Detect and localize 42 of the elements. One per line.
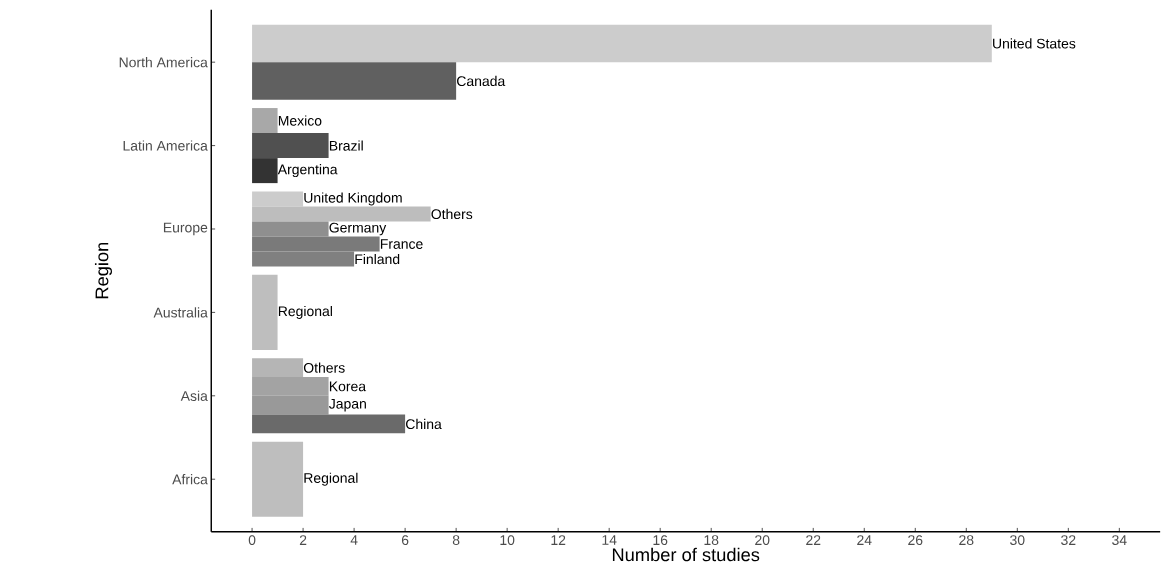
x-tick-label: 8 (452, 535, 460, 546)
y-tick-label: Latin America (123, 140, 208, 151)
x-tick-label: 30 (1010, 535, 1025, 546)
x-tick-label: 16 (653, 535, 668, 546)
series-label: Mexico (278, 115, 322, 126)
y-axis-title: Region (94, 243, 112, 299)
series-label: Argentina (277, 164, 338, 178)
series-label: Finland (355, 254, 400, 265)
series-label: China (406, 418, 442, 430)
y-tick-label: Africa (172, 474, 208, 485)
series-label: Korea (329, 381, 367, 392)
series-label: Regional (304, 472, 358, 486)
x-tick-label: 32 (1061, 535, 1076, 546)
x-tick-label: 10 (500, 535, 515, 546)
y-tick-label: North America (119, 57, 208, 68)
x-tick-label: 28 (959, 535, 974, 546)
x-tick-label: 0 (248, 535, 256, 546)
series-label: Others (303, 362, 345, 373)
x-tick-label: 12 (551, 535, 566, 546)
series-label: United Kingdom (304, 192, 402, 206)
x-tick-label: 24 (857, 535, 872, 546)
series-label: Others (431, 209, 473, 220)
x-tick-label: 18 (704, 535, 719, 546)
x-axis-title: Number of studies (612, 547, 760, 562)
x-tick-label: 6 (401, 535, 409, 546)
x-tick-label: 2 (299, 535, 307, 546)
series-label: United States (993, 38, 1076, 49)
y-tick-label: Australia (153, 307, 208, 318)
x-tick-label: 34 (1112, 535, 1127, 546)
y-tick-label: Europe (163, 222, 208, 236)
series-label: Regional (278, 306, 332, 320)
series-label: Japan (329, 399, 366, 412)
x-tick-label: 26 (908, 535, 923, 546)
series-label: France (380, 239, 423, 250)
series-label: Germany (329, 222, 387, 236)
x-tick-label: 4 (350, 535, 358, 545)
series-label: Brazil (329, 140, 363, 151)
x-tick-label: 20 (755, 535, 770, 546)
x-tick-label: 22 (806, 535, 821, 546)
y-tick-label: Asia (180, 390, 208, 402)
x-tick-label: 14 (602, 535, 617, 545)
series-label: Canada (457, 75, 506, 87)
